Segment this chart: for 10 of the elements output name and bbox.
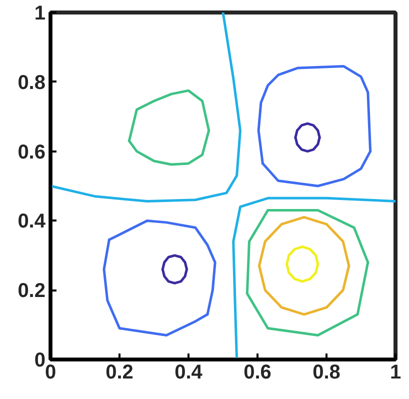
- y-tick-label: 0.6: [18, 141, 46, 164]
- x-tick-label: 0.6: [244, 362, 272, 384]
- x-tick-label: 0.8: [312, 362, 340, 384]
- y-tick-label: 1: [34, 2, 46, 24]
- x-tick-label: 0.2: [106, 362, 134, 384]
- y-tick-label: 0.8: [18, 72, 46, 94]
- y-tick-label: 0.4: [18, 210, 46, 233]
- y-tick-label: 0.2: [18, 280, 46, 302]
- x-tick-label: 0.4: [174, 362, 204, 384]
- x-tick-label: 1: [390, 362, 402, 384]
